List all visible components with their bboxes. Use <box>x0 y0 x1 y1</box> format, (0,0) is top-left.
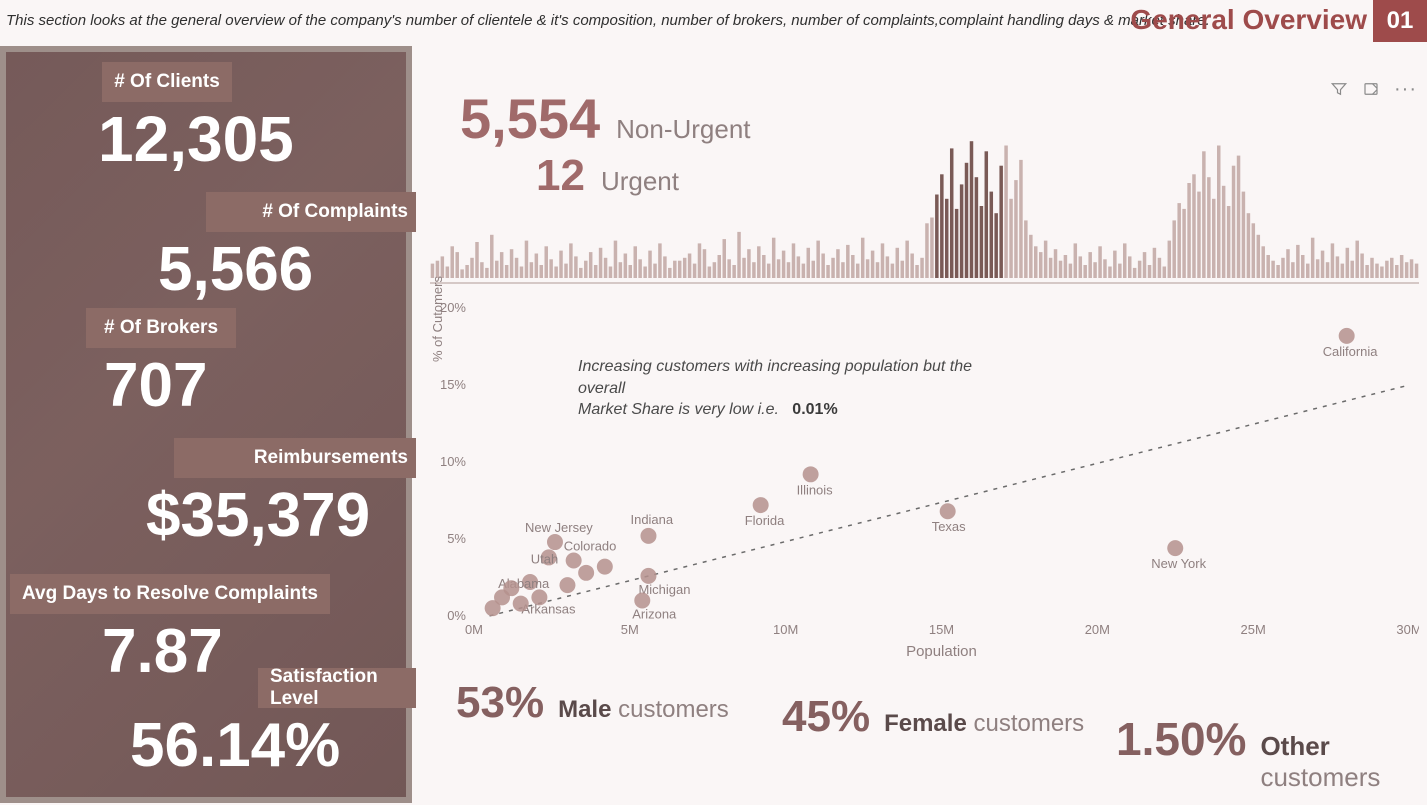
demographic-male: 53% Male customers <box>456 678 729 728</box>
kpi-avgdays-label: Avg Days to Resolve Complaints <box>10 574 330 614</box>
kpi-complaints-label: # Of Complaints <box>206 192 416 232</box>
svg-text:New York: New York <box>1151 556 1206 571</box>
scatter-annotation-line2: Market Share is very low i.e. <box>578 401 779 418</box>
demographic-female: 45% Female customers <box>782 692 1084 742</box>
svg-text:Arkansas: Arkansas <box>521 601 576 616</box>
svg-text:20M: 20M <box>1085 622 1110 637</box>
svg-text:New Jersey: New Jersey <box>525 520 593 535</box>
demographic-female-pct: 45% <box>782 692 870 742</box>
kpi-satisfaction-value: 56.14% <box>130 710 340 781</box>
kpi-clients-value: 12,305 <box>98 102 294 176</box>
visual-toolbar: ··· <box>1330 80 1417 98</box>
demographic-other: 1.50% Other customers <box>1116 712 1417 793</box>
header-strip: This section looks at the general overvi… <box>0 0 1427 42</box>
svg-text:5M: 5M <box>621 622 639 637</box>
kpi-reimbursements-value: $35,379 <box>146 480 370 551</box>
more-options-icon[interactable]: ··· <box>1394 84 1417 94</box>
svg-text:10M: 10M <box>773 622 798 637</box>
kpi-brokers-value: 707 <box>104 350 207 421</box>
population-scatter-chart[interactable]: % of Cutomers Increasing customers with … <box>430 302 1419 662</box>
filter-icon[interactable] <box>1330 80 1348 98</box>
svg-text:Texas: Texas <box>932 519 966 534</box>
svg-text:5%: 5% <box>447 531 466 546</box>
kpi-brokers-label: # Of Brokers <box>86 308 236 348</box>
focus-mode-icon[interactable] <box>1362 80 1380 98</box>
kpi-satisfaction-label: Satisfaction Level <box>258 668 416 708</box>
demographic-male-label: Male customers <box>558 696 729 724</box>
kpi-reimbursements-label: Reimbursements <box>174 438 416 478</box>
svg-text:Florida: Florida <box>745 513 785 528</box>
svg-text:Illinois: Illinois <box>797 482 834 497</box>
svg-text:0%: 0% <box>447 608 466 623</box>
kpi-sidebar: # Of Clients 12,305 # Of Complaints 5,56… <box>0 46 412 803</box>
demographic-other-pct: 1.50% <box>1116 712 1246 766</box>
scatter-annotation-line1: Increasing customers with increasing pop… <box>578 358 972 397</box>
svg-text:15M: 15M <box>929 622 954 637</box>
svg-text:Colorado: Colorado <box>564 538 617 553</box>
svg-text:Indiana: Indiana <box>631 512 674 527</box>
kpi-complaints-value: 5,566 <box>158 234 313 305</box>
svg-text:0M: 0M <box>465 622 483 637</box>
kpi-avgdays-value: 7.87 <box>102 616 223 687</box>
page-number-badge: 01 <box>1373 0 1427 42</box>
header-description: This section looks at the general overvi… <box>6 12 1210 29</box>
demographic-other-label: Other customers <box>1260 731 1417 793</box>
svg-text:Population: Population <box>906 643 977 660</box>
kpi-clients-label: # Of Clients <box>102 62 232 102</box>
svg-text:Utah: Utah <box>531 551 558 566</box>
spark-divider <box>430 282 1419 284</box>
scatter-annotation: Increasing customers with increasing pop… <box>578 356 1018 421</box>
demographic-male-pct: 53% <box>456 678 544 728</box>
scatter-annotation-value: 0.01% <box>792 401 837 418</box>
svg-text:30M: 30M <box>1396 622 1419 637</box>
demographic-female-label: Female customers <box>884 710 1084 738</box>
main-content: ··· 5,554 Non-Urgent 12 Urgent % of Cuto… <box>420 46 1427 805</box>
svg-text:Arizona: Arizona <box>632 606 677 621</box>
scatter-y-axis-title: % of Cutomers <box>430 276 445 362</box>
page-title: General Overview <box>1130 4 1367 36</box>
complaints-spark-chart[interactable] <box>430 134 1419 278</box>
svg-text:25M: 25M <box>1241 622 1266 637</box>
demographics-row: 53% Male customers 45% Female customers … <box>456 678 1417 778</box>
svg-text:10%: 10% <box>440 454 466 469</box>
svg-text:15%: 15% <box>440 377 466 392</box>
svg-text:California: California <box>1323 344 1379 359</box>
